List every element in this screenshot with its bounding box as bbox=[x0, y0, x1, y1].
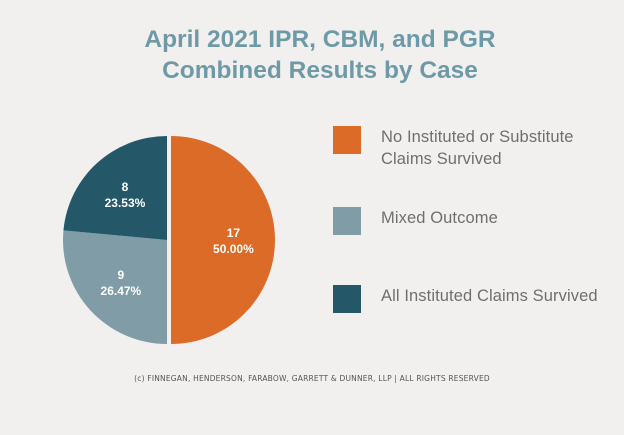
pie-slice-0 bbox=[171, 136, 275, 344]
pie-slice-1 bbox=[63, 230, 167, 344]
copyright-footer: (c) FINNEGAN, HENDERSON, FARABOW, GARRET… bbox=[134, 374, 490, 383]
slice-value-label: 9 bbox=[118, 268, 125, 282]
slice-percent-label: 26.47% bbox=[101, 284, 142, 298]
legend-label: All Instituted Claims Survived bbox=[381, 287, 598, 305]
slice-percent-label: 50.00% bbox=[213, 242, 254, 256]
legend-label: No Instituted or Substitute Claims Survi… bbox=[381, 128, 574, 168]
slice-percent-label: 23.53% bbox=[105, 196, 146, 210]
legend-swatch-navy bbox=[333, 285, 361, 313]
chart-title-line-1: April 2021 IPR, CBM, and PGR bbox=[144, 26, 496, 53]
legend-item-all-claims-survived: All Instituted Claims Survived bbox=[333, 285, 621, 313]
legend-swatch-gray bbox=[333, 207, 361, 235]
legend-item-no-claims-survived: No Instituted or Substitute Claims Survi… bbox=[333, 126, 621, 170]
legend-swatch-orange bbox=[333, 126, 361, 154]
slice-value-label: 17 bbox=[227, 226, 241, 240]
legend-item-mixed-outcome: Mixed Outcome bbox=[333, 207, 621, 235]
chart-title-line-2: Combined Results by Case bbox=[162, 57, 478, 84]
pie-slice-2 bbox=[63, 136, 167, 240]
slice-value-label: 8 bbox=[122, 180, 129, 194]
legend-label: Mixed Outcome bbox=[381, 209, 498, 227]
chart-title: April 2021 IPR, CBM, and PGR Combined Re… bbox=[40, 24, 600, 86]
